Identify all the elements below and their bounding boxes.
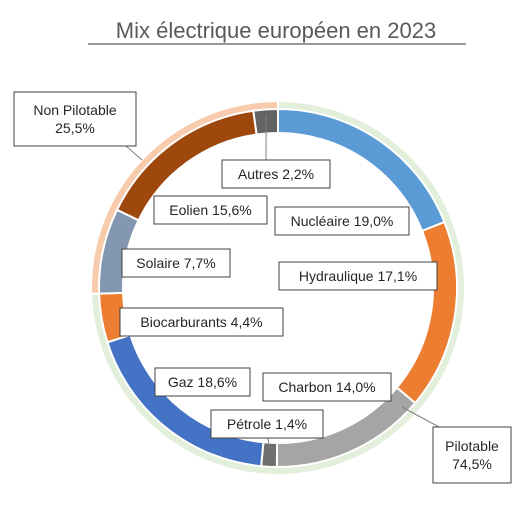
label-biocarburants-text: Biocarburants 4,4% (140, 314, 262, 330)
label-solaire-box (121, 248, 231, 278)
inner-slice-hydraulique (395, 220, 458, 405)
label-hydraulique-text: Hydraulique 17,1% (299, 268, 417, 284)
label-eolien-text: Eolien 15,6% (169, 202, 252, 218)
label-biocarburants-box (119, 307, 284, 337)
label-eolien: Eolien 15,6% (153, 195, 268, 225)
leader-non-pilotable (125, 145, 143, 161)
label-non-pilotable-text: 25,5% (55, 120, 95, 136)
label-pilotable-text: 74,5% (452, 456, 492, 472)
label-non-pilotable: Non Pilotable 25,5% (13, 91, 137, 147)
label-pilotable: Pilotable 74,5% (432, 426, 512, 484)
label-non-pilotable-text: Non Pilotable (33, 102, 116, 118)
label-hydraulique-box (278, 261, 438, 291)
leader-petrole (267, 437, 271, 451)
label-charbon-box (262, 372, 392, 402)
label-charbon-text: Charbon 14,0% (278, 379, 375, 395)
label-gaz: Gaz 18,6% (154, 367, 251, 397)
label-petrole-box (210, 409, 324, 439)
label-pilotable-text: Pilotable (445, 438, 499, 454)
label-petrole: Pétrole 1,4% (210, 409, 324, 439)
label-solaire-text: Solaire 7,7% (136, 255, 215, 271)
label-solaire: Solaire 7,7% (121, 248, 231, 278)
label-biocarburants: Biocarburants 4,4% (119, 307, 284, 337)
label-non-pilotable-box (13, 91, 137, 147)
label-autres-text: Autres 2,2% (238, 166, 314, 182)
label-petrole-text: Pétrole 1,4% (227, 416, 307, 432)
label-autres: Autres 2,2% (221, 159, 331, 189)
label-pilotable-box (432, 426, 512, 484)
label-charbon: Charbon 14,0% (262, 372, 392, 402)
label-hydraulique: Hydraulique 17,1% (278, 261, 438, 291)
leader-lines (125, 115, 440, 451)
slice-labels: Nucléaire 19,0% Hydraulique 17,1% Charbon … (13, 91, 512, 484)
inner-ring (98, 107, 458, 469)
label-nucleaire-text: Nucléaire 19,0% (291, 213, 394, 229)
label-autres-box (221, 159, 331, 189)
chart-title: Mix électrique européen en 2023 (116, 18, 436, 43)
label-gaz-text: Gaz 18,6% (168, 374, 237, 390)
leader-pilotable (401, 406, 440, 428)
label-nucleaire: Nucléaire 19,0% (274, 206, 410, 236)
label-eolien-box (153, 195, 268, 225)
label-gaz-box (154, 367, 251, 397)
label-nucleaire-box (274, 206, 410, 236)
